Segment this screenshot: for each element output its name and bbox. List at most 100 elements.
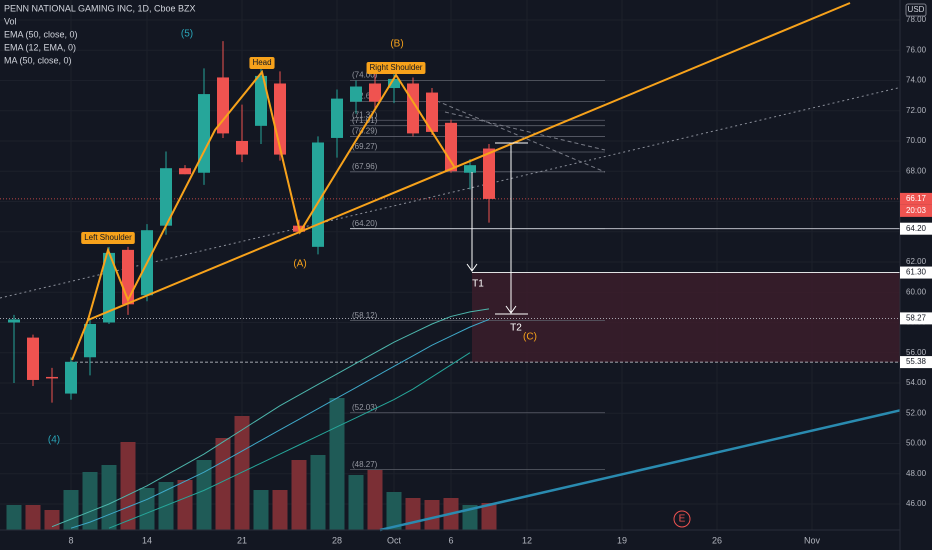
annotation: Right Shoulder	[370, 63, 423, 72]
volume-bar	[405, 498, 421, 530]
arrow-head	[505, 305, 517, 314]
volume-bar	[25, 505, 41, 530]
annotation: Left Shoulder	[84, 233, 132, 242]
candle-body	[179, 168, 191, 175]
annotation-box	[81, 232, 135, 244]
volume-bar	[139, 488, 155, 530]
candle-body	[103, 252, 115, 323]
candle-body	[198, 94, 210, 173]
candle-body	[236, 140, 248, 155]
currency: USD	[908, 5, 925, 14]
ma-line	[70, 318, 490, 529]
volume-bar	[424, 500, 440, 530]
fib-levels: (74.00) (72.61) (71.37)(71.01) (70.29) (69.2…	[0, 71, 900, 471]
annotation: T1	[472, 279, 484, 290]
candle-body	[122, 249, 134, 305]
arrow-head	[466, 263, 478, 272]
x-tick-label: 26	[712, 535, 722, 545]
candle-body	[8, 319, 20, 323]
annotation: (B)	[390, 39, 403, 50]
volume-bar	[44, 510, 60, 530]
fib-label: (69.27)	[352, 142, 378, 151]
countdown-box	[900, 204, 932, 217]
blue-trendline	[379, 401, 932, 532]
volume-bar	[234, 416, 250, 530]
legend-item: EMA (50, close, 0)	[4, 29, 78, 39]
annotation: (A)	[293, 259, 306, 270]
volume-bar	[367, 470, 383, 530]
volume-bar	[196, 460, 212, 530]
candle-body	[312, 142, 324, 247]
candle-body	[84, 323, 96, 358]
candle-body	[426, 92, 438, 132]
x-tick-label: 12	[522, 535, 532, 545]
volume	[6, 398, 497, 530]
price-label-box	[900, 266, 932, 279]
candle-body	[369, 83, 381, 102]
candle-body	[331, 98, 343, 138]
x-tick-label: 6	[448, 535, 453, 545]
candle-body	[217, 77, 229, 134]
candle-body	[483, 148, 495, 199]
candle-body	[445, 122, 457, 172]
volume-bar	[329, 398, 345, 530]
fib-label: (48.27)	[352, 460, 378, 469]
annotations: (5) (4) (A) (B) (C) Left Shoulder Head Right Sh…	[48, 29, 686, 525]
y-tick-label: 46.00	[906, 499, 927, 508]
target-zone	[472, 272, 900, 363]
fib-label: (67.96)	[352, 162, 378, 171]
candle-body	[46, 376, 58, 379]
volume-bar	[348, 475, 364, 530]
volume-bar	[481, 503, 497, 530]
price-label-box	[900, 192, 932, 205]
annotation: (4)	[48, 435, 60, 446]
y-tick-label: 56.00	[906, 348, 927, 357]
volume-bar	[177, 480, 193, 530]
moving-averages	[51, 308, 490, 529]
price-label: 64.20	[906, 224, 927, 233]
axes: 46.0048.0050.0052.0054.0056.0058.0060.00…	[68, 15, 932, 545]
volume-bar	[101, 465, 117, 530]
price-label: 55.38	[906, 357, 927, 366]
legend-item: EMA (12, EMA, 0)	[4, 42, 76, 52]
volume-bar	[6, 505, 22, 530]
y-tick-label: 76.00	[906, 45, 927, 54]
volume-bar	[386, 492, 402, 530]
ma-line	[51, 308, 490, 528]
candle-body	[65, 361, 77, 394]
title: PENN NATIONAL GAMING INC, 1D, Cboe BZX	[4, 3, 196, 13]
candle-body	[27, 337, 39, 380]
fib-label: (72.61)	[352, 92, 378, 101]
fib-label: (74.00)	[352, 71, 378, 80]
x-tick-label: 28	[332, 535, 342, 545]
annotation: E	[679, 514, 686, 525]
y-tick-label: 72.00	[906, 106, 927, 115]
y-tick-label: 60.00	[906, 287, 927, 296]
price-label-box	[900, 356, 932, 369]
volume-bar	[120, 442, 136, 530]
candle-body	[388, 78, 400, 89]
legend-item: Vol	[4, 16, 17, 26]
price-label: 61.30	[906, 268, 927, 277]
fib-label: (52.03)	[352, 403, 378, 412]
y-tick-label: 74.00	[906, 76, 927, 85]
annotation: T2	[510, 323, 522, 334]
fib-label: (71.01)	[352, 116, 378, 125]
volume-bar	[215, 438, 231, 530]
fib-label: (71.37)	[352, 110, 378, 119]
y-tick-label: 78.00	[906, 15, 927, 24]
volume-bar	[63, 490, 79, 530]
ma-line	[108, 352, 471, 529]
countdown: 20:03	[906, 206, 927, 215]
pattern-zigzag	[71, 69, 456, 361]
volume-bar	[82, 472, 98, 530]
annotation: Head	[252, 58, 271, 67]
y-tick-label: 50.00	[906, 439, 927, 448]
x-tick-label: 21	[237, 535, 247, 545]
price-label: 66.17	[906, 194, 927, 203]
annotation-box	[249, 57, 275, 69]
x-tick-label: 8	[68, 535, 73, 545]
dashed-line	[429, 97, 606, 173]
legend-item: MA (50, close, 0)	[4, 55, 72, 65]
